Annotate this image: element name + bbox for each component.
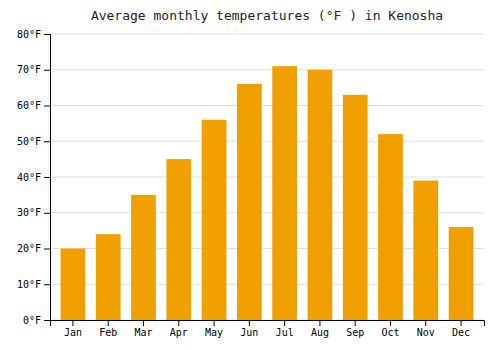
y-tick: 0°F <box>23 315 50 326</box>
x-tick: Apr <box>170 320 188 338</box>
bar <box>202 120 227 320</box>
x-tick-mark <box>214 320 215 326</box>
grid <box>50 34 484 320</box>
y-axis: 0°F 10°F 20°F 30°F 40°F 50°F 60°F 70°F 80°F <box>17 29 51 326</box>
y-tick-label: 10°F <box>17 279 41 290</box>
y-tick: 80°F <box>17 29 50 40</box>
y-tick-label: 0°F <box>23 315 41 326</box>
y-tick-label: 50°F <box>17 136 41 147</box>
plot: Jan Feb Mar Apr May Jun Jul Aug Sep Oct Nov Dec 0°F 1… <box>17 29 485 338</box>
y-tick-mark <box>44 177 50 178</box>
x-tick-label: Dec <box>452 327 470 338</box>
bars <box>61 66 474 320</box>
y-tick: 30°F <box>17 207 50 218</box>
x-tick-label: Jul <box>276 327 294 338</box>
x-tick: Oct <box>381 320 399 338</box>
x-tick: Mar <box>134 320 152 338</box>
x-axis: Jan Feb Mar Apr May Jun Jul Aug Sep Oct Nov Dec <box>51 320 485 338</box>
x-axis-line <box>51 321 485 327</box>
y-tick-mark <box>44 213 50 214</box>
bar <box>166 159 191 320</box>
grid-line <box>50 105 484 106</box>
x-tick: May <box>205 320 223 338</box>
x-tick-label: Oct <box>381 327 399 338</box>
y-tick-mark <box>44 284 50 285</box>
bar <box>378 134 403 320</box>
x-tick: Jan <box>64 320 82 338</box>
x-tick: Dec <box>452 320 470 338</box>
x-tick-label: Nov <box>417 327 435 338</box>
bar <box>308 70 333 320</box>
x-tick: Jun <box>240 320 258 338</box>
x-tick: Feb <box>99 320 117 338</box>
x-tick: Jul <box>276 320 294 338</box>
x-tick-mark <box>461 320 462 326</box>
y-tick: 70°F <box>17 64 50 75</box>
x-tick-label: Apr <box>170 327 188 338</box>
x-tick-label: Aug <box>311 327 329 338</box>
y-tick-mark <box>44 34 50 35</box>
x-tick-label: Sep <box>346 327 364 338</box>
y-tick: 40°F <box>17 172 50 183</box>
bar <box>449 227 474 320</box>
y-tick-mark <box>44 320 50 321</box>
x-tick-mark <box>72 320 73 326</box>
x-tick-label: May <box>205 327 223 338</box>
y-tick: 50°F <box>17 136 50 147</box>
y-tick-label: 20°F <box>17 243 41 254</box>
x-tick: Sep <box>346 320 364 338</box>
bar <box>237 84 262 320</box>
bar <box>131 195 156 320</box>
x-tick-mark <box>249 320 250 326</box>
y-tick-mark <box>44 70 50 71</box>
x-tick-mark <box>355 320 356 326</box>
x-tick-mark <box>178 320 179 326</box>
y-tick-mark <box>44 106 50 107</box>
x-tick-label: Jun <box>240 327 258 338</box>
y-tick: 60°F <box>17 100 50 111</box>
y-tick: 20°F <box>17 243 50 254</box>
bar <box>343 95 368 320</box>
grid-line <box>50 69 484 70</box>
x-tick-label: Jan <box>64 327 82 338</box>
y-tick-mark <box>44 141 50 142</box>
y-tick-label: 40°F <box>17 172 41 183</box>
y-tick-label: 30°F <box>17 207 41 218</box>
grid-line <box>50 141 484 142</box>
grid-line <box>50 34 484 35</box>
x-tick: Nov <box>417 320 435 338</box>
chart: Jan Feb Mar Apr May Jun Jul Aug Sep Oct Nov Dec 0°F 1… <box>0 0 500 350</box>
x-tick-mark <box>108 320 109 326</box>
bar <box>272 66 297 320</box>
y-tick-label: 60°F <box>17 100 41 111</box>
bar <box>413 181 438 320</box>
x-tick-mark <box>319 320 320 326</box>
y-tick-label: 70°F <box>17 64 41 75</box>
x-tick-mark <box>143 320 144 326</box>
bar <box>96 234 121 320</box>
bar <box>61 249 86 321</box>
y-axis-line <box>44 35 51 321</box>
x-tick-label: Mar <box>134 327 152 338</box>
x-tick: Aug <box>311 320 329 338</box>
title: Average monthly temperatures (°F ) in Ke… <box>91 8 443 23</box>
y-tick-mark <box>44 249 50 250</box>
x-tick-mark <box>425 320 426 326</box>
x-tick-mark <box>390 320 391 326</box>
y-tick: 10°F <box>17 279 50 290</box>
y-tick-label: 80°F <box>17 29 41 40</box>
x-tick-label: Feb <box>99 327 117 338</box>
x-tick-mark <box>284 320 285 326</box>
grid-line <box>50 177 484 178</box>
